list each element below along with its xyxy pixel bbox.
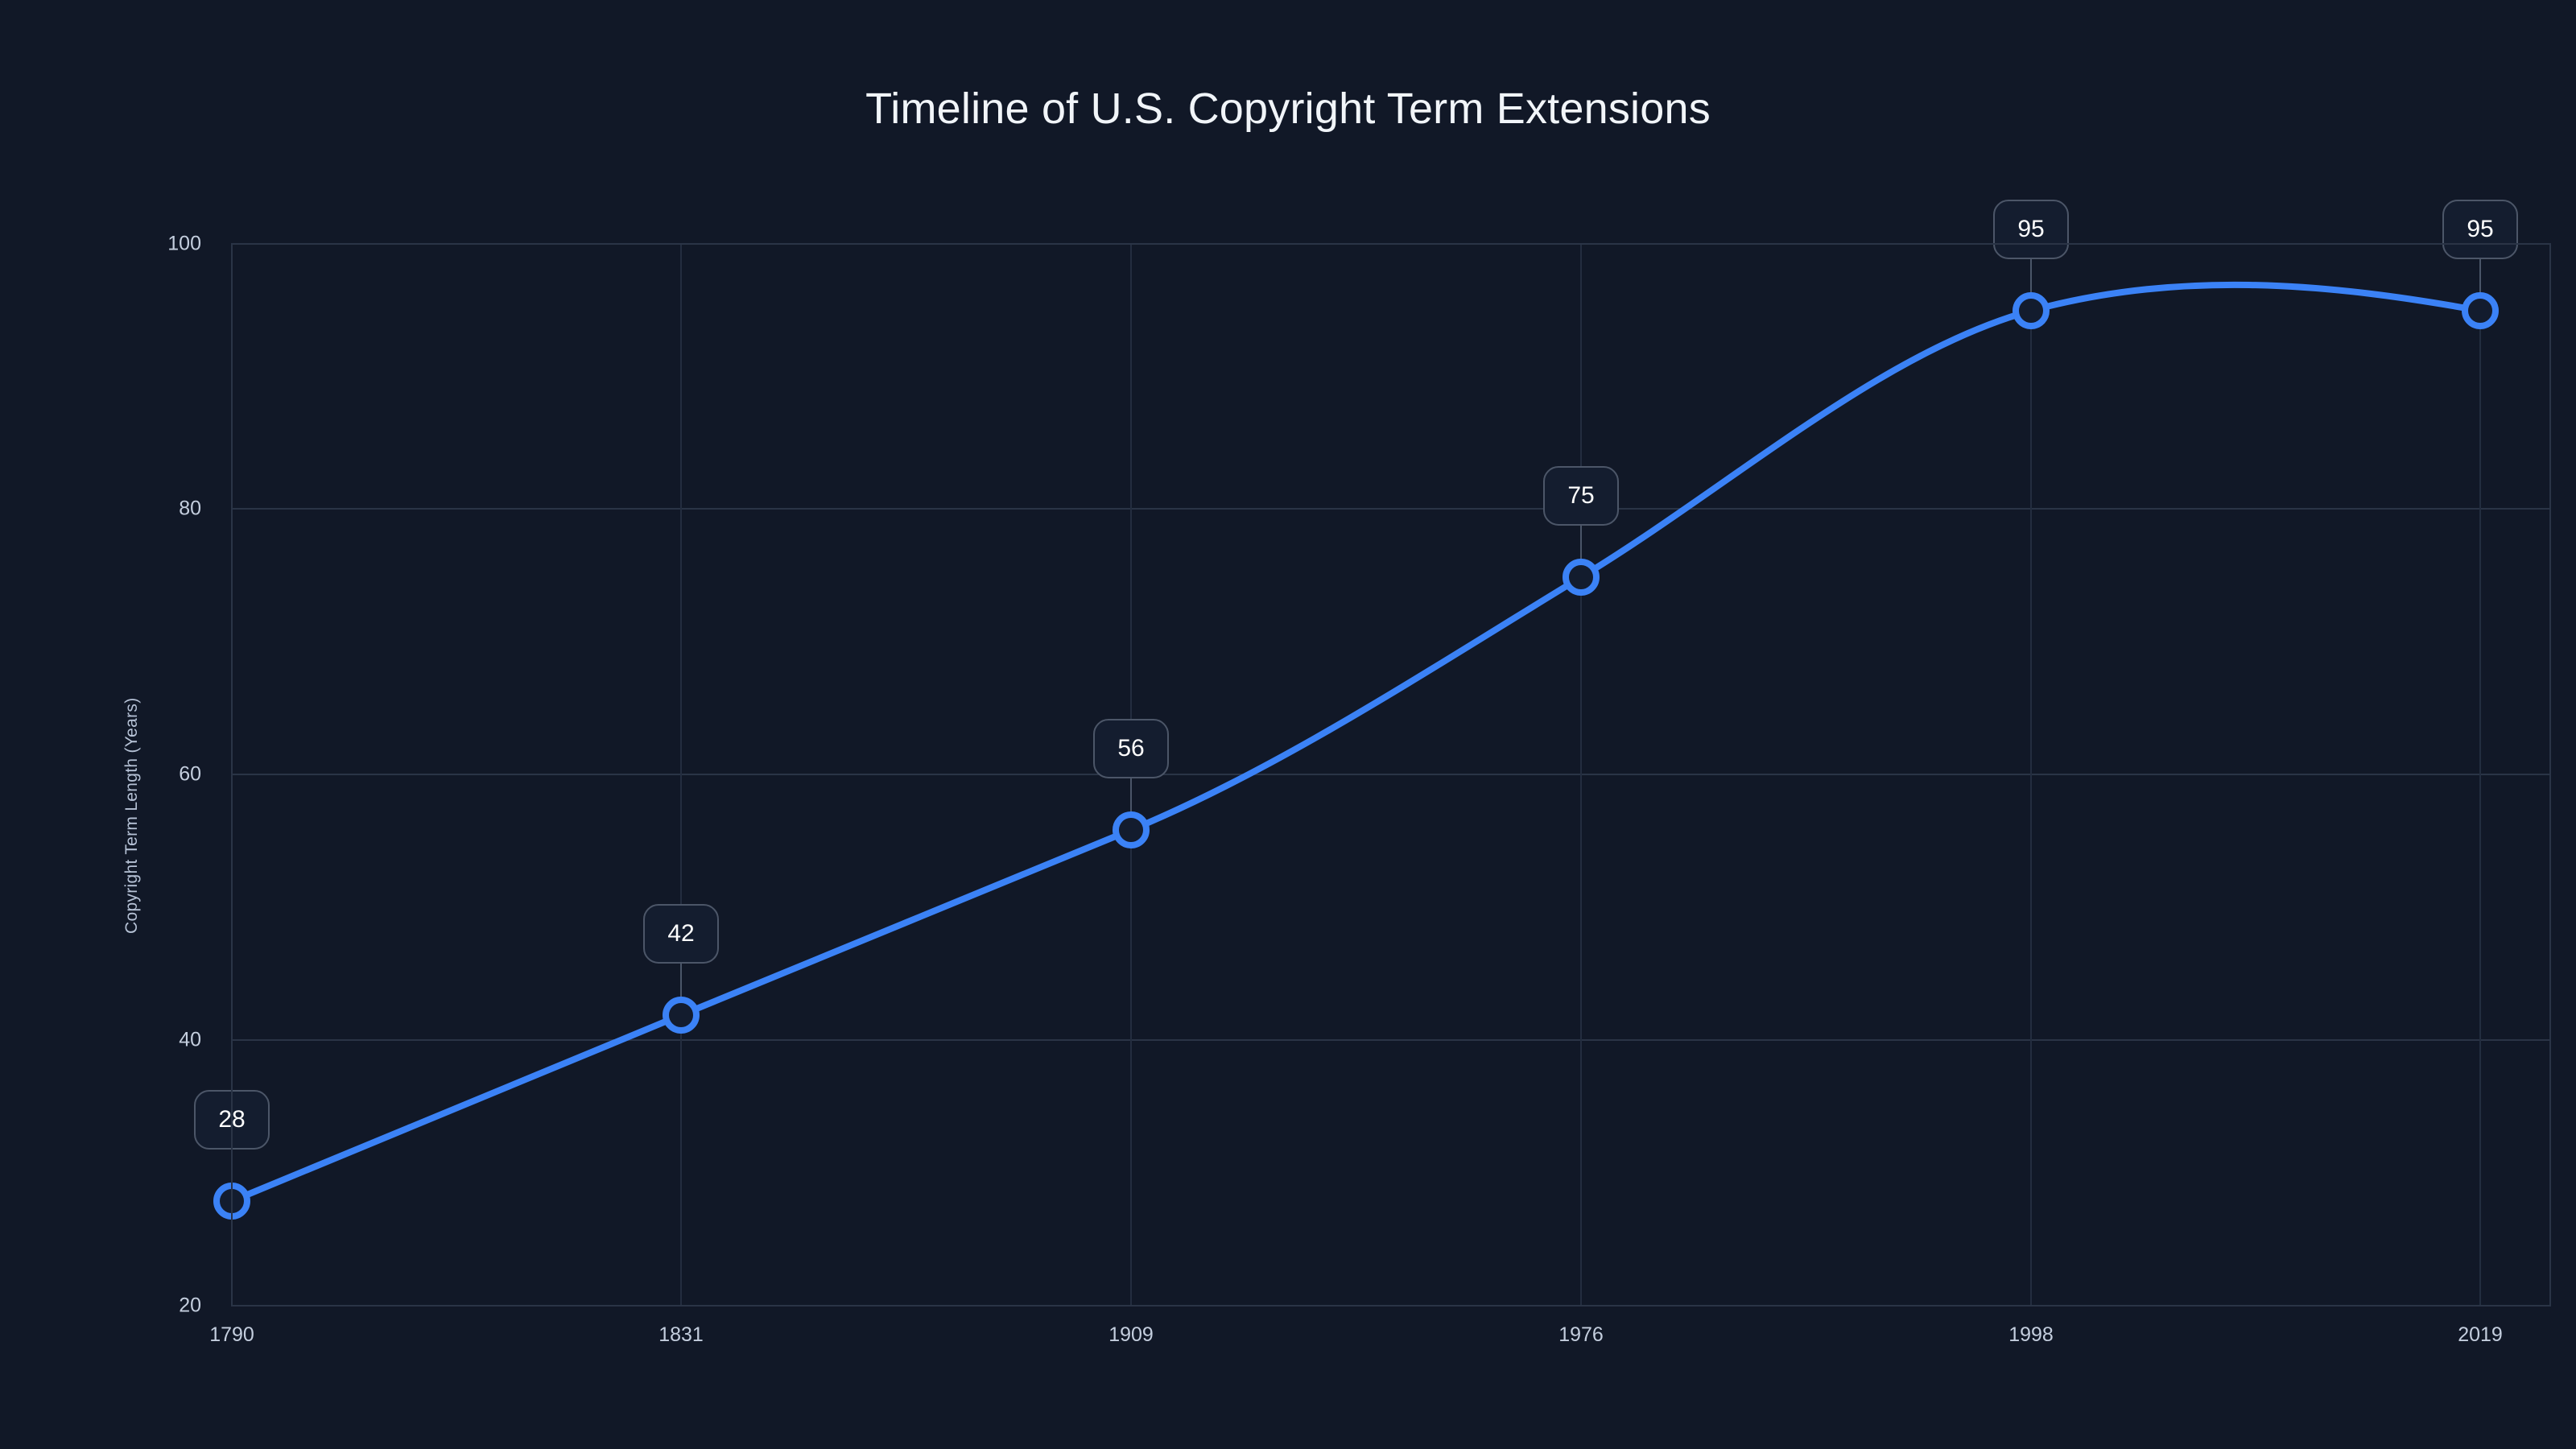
y-tick-label-100: 100 <box>167 232 201 255</box>
data-point-1909 <box>1113 811 1150 848</box>
series-line-copyright-term <box>229 281 2483 1204</box>
y-tick-label-40: 40 <box>179 1028 201 1051</box>
y-tick-label-60: 60 <box>179 762 201 786</box>
data-point-1831 <box>663 997 700 1034</box>
x-tick-label-1998: 1998 <box>2008 1323 2054 1346</box>
label-stems <box>231 246 2481 1201</box>
x-tick-label-1790: 1790 <box>209 1323 254 1346</box>
x-tick-label-2019: 2019 <box>2458 1323 2503 1346</box>
y-tick-label-80: 80 <box>179 497 201 520</box>
x-tick-label-1909: 1909 <box>1108 1323 1154 1346</box>
x-tick-label-1976: 1976 <box>1558 1323 1604 1346</box>
data-point-1976 <box>1563 559 1600 596</box>
data-point-2019 <box>2462 292 2499 329</box>
x-tick-label-1831: 1831 <box>658 1323 704 1346</box>
y-tick-label-20: 20 <box>179 1294 201 1317</box>
data-point-markers <box>213 292 2499 1220</box>
horizontal-gridlines <box>232 243 2550 1307</box>
data-point-1998 <box>2013 292 2050 329</box>
page-title: Timeline of U.S. Copyright Term Extensio… <box>865 85 1711 133</box>
data-label-boxes <box>194 200 2518 1150</box>
